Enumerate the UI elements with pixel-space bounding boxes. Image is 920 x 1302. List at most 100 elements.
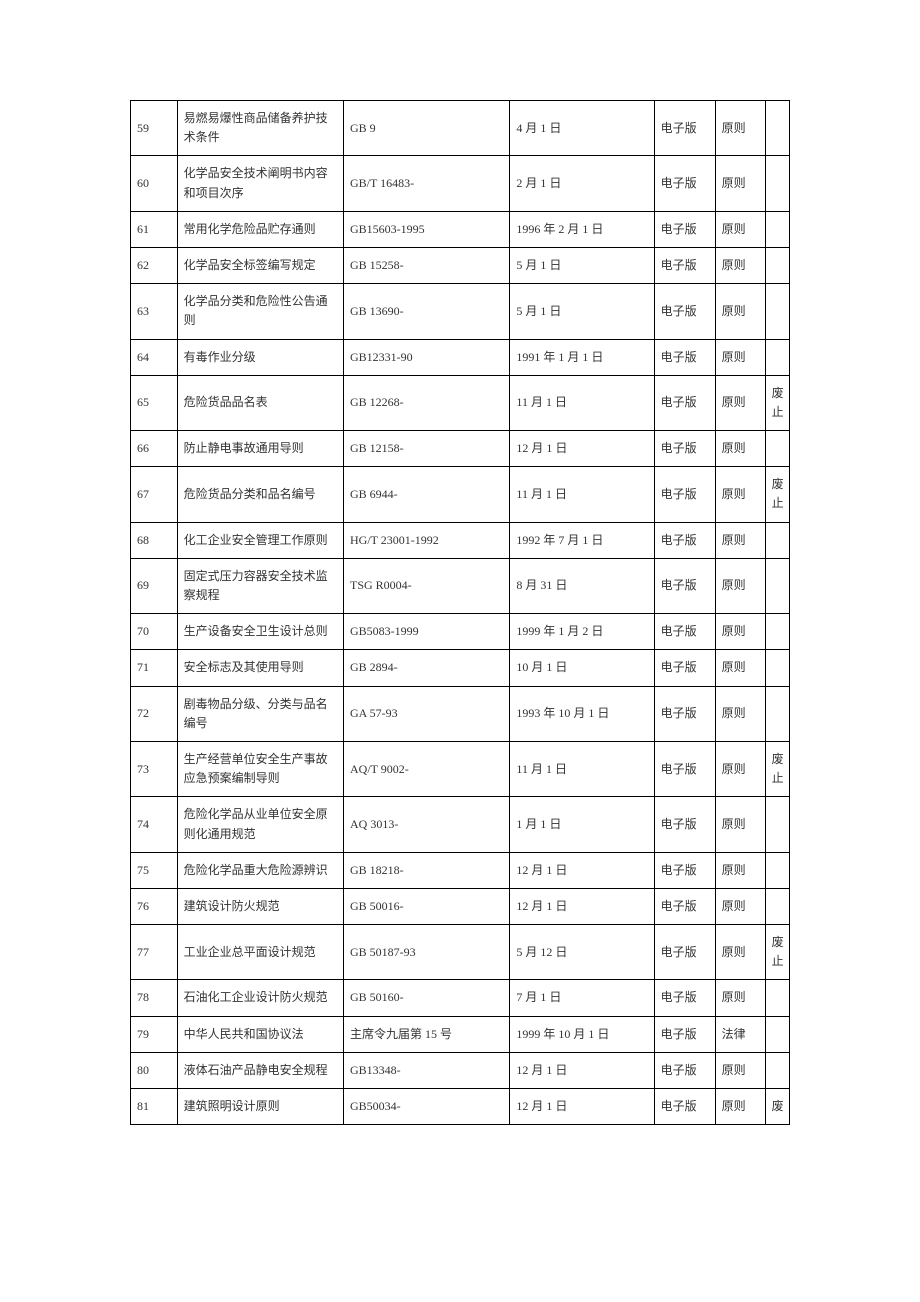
cell-status xyxy=(765,888,789,924)
cell-name: 建筑设计防火规范 xyxy=(177,888,343,924)
cell-status xyxy=(765,156,789,211)
table-row: 65危险货品品名表GB 12268-11 月 1 日电子版原则废止 xyxy=(131,375,790,430)
cell-status: 废止 xyxy=(765,375,789,430)
cell-date: 2 月 1 日 xyxy=(510,156,654,211)
cell-code: GB 50160- xyxy=(344,980,510,1016)
cell-name: 建筑照明设计原则 xyxy=(177,1089,343,1125)
cell-date: 12 月 1 日 xyxy=(510,1052,654,1088)
cell-status xyxy=(765,980,789,1016)
cell-date: 5 月 12 日 xyxy=(510,925,654,980)
cell-num: 65 xyxy=(131,375,178,430)
standards-table: 59易燃易爆性商品储备养护技术条件GB 94 月 1 日电子版原则60化学品安全… xyxy=(130,100,790,1125)
cell-code: AQ 3013- xyxy=(344,797,510,852)
cell-name: 有毒作业分级 xyxy=(177,339,343,375)
cell-type: 原则 xyxy=(715,980,765,1016)
cell-num: 80 xyxy=(131,1052,178,1088)
cell-num: 66 xyxy=(131,431,178,467)
cell-format: 电子版 xyxy=(654,888,715,924)
cell-num: 79 xyxy=(131,1016,178,1052)
cell-code: GA 57-93 xyxy=(344,686,510,741)
table-row: 66防止静电事故通用导则GB 12158-12 月 1 日电子版原则 xyxy=(131,431,790,467)
table-row: 71安全标志及其使用导则GB 2894-10 月 1 日电子版原则 xyxy=(131,650,790,686)
cell-name: 危险化学品重大危险源辨识 xyxy=(177,852,343,888)
table-row: 77工业企业总平面设计规范GB 50187-935 月 12 日电子版原则废止 xyxy=(131,925,790,980)
cell-date: 12 月 1 日 xyxy=(510,431,654,467)
cell-num: 76 xyxy=(131,888,178,924)
cell-name: 石油化工企业设计防火规范 xyxy=(177,980,343,1016)
cell-name: 固定式压力容器安全技术监察规程 xyxy=(177,558,343,613)
cell-format: 电子版 xyxy=(654,375,715,430)
cell-code: GB50034- xyxy=(344,1089,510,1125)
cell-format: 电子版 xyxy=(654,558,715,613)
cell-name: 工业企业总平面设计规范 xyxy=(177,925,343,980)
cell-status xyxy=(765,522,789,558)
cell-type: 原则 xyxy=(715,1089,765,1125)
cell-code: GB 18218- xyxy=(344,852,510,888)
cell-type: 原则 xyxy=(715,741,765,796)
cell-format: 电子版 xyxy=(654,101,715,156)
cell-num: 73 xyxy=(131,741,178,796)
cell-num: 61 xyxy=(131,211,178,247)
cell-date: 11 月 1 日 xyxy=(510,467,654,522)
cell-date: 4 月 1 日 xyxy=(510,101,654,156)
cell-code: GB12331-90 xyxy=(344,339,510,375)
cell-date: 1992 年 7 月 1 日 xyxy=(510,522,654,558)
cell-format: 电子版 xyxy=(654,1052,715,1088)
cell-date: 1999 年 1 月 2 日 xyxy=(510,614,654,650)
cell-status xyxy=(765,650,789,686)
cell-code: GB 12158- xyxy=(344,431,510,467)
cell-format: 电子版 xyxy=(654,339,715,375)
table-row: 61常用化学危险品贮存通则GB15603-19951996 年 2 月 1 日电… xyxy=(131,211,790,247)
cell-status xyxy=(765,211,789,247)
cell-status xyxy=(765,797,789,852)
cell-code: 主席令九届第 15 号 xyxy=(344,1016,510,1052)
cell-format: 电子版 xyxy=(654,211,715,247)
table-row: 60化学品安全技术阐明书内容和项目次序GB/T 16483-2 月 1 日电子版… xyxy=(131,156,790,211)
cell-type: 原则 xyxy=(715,211,765,247)
cell-name: 化学品安全技术阐明书内容和项目次序 xyxy=(177,156,343,211)
cell-status xyxy=(765,852,789,888)
cell-name: 化学品分类和危险性公告通则 xyxy=(177,284,343,339)
cell-code: GB 13690- xyxy=(344,284,510,339)
cell-status xyxy=(765,1052,789,1088)
cell-date: 7 月 1 日 xyxy=(510,980,654,1016)
cell-date: 11 月 1 日 xyxy=(510,375,654,430)
cell-name: 剧毒物品分级、分类与品名编号 xyxy=(177,686,343,741)
cell-type: 原则 xyxy=(715,101,765,156)
cell-code: GB/T 16483- xyxy=(344,156,510,211)
cell-num: 63 xyxy=(131,284,178,339)
table-row: 63化学品分类和危险性公告通则GB 13690-5 月 1 日电子版原则 xyxy=(131,284,790,339)
cell-code: GB5083-1999 xyxy=(344,614,510,650)
table-row: 69固定式压力容器安全技术监察规程TSG R0004-8 月 31 日电子版原则 xyxy=(131,558,790,613)
cell-date: 12 月 1 日 xyxy=(510,1089,654,1125)
cell-code: GB 15258- xyxy=(344,247,510,283)
cell-status: 废止 xyxy=(765,467,789,522)
cell-date: 1 月 1 日 xyxy=(510,797,654,852)
table-row: 72剧毒物品分级、分类与品名编号GA 57-931993 年 10 月 1 日电… xyxy=(131,686,790,741)
cell-status xyxy=(765,431,789,467)
cell-status xyxy=(765,339,789,375)
cell-name: 危险货品品名表 xyxy=(177,375,343,430)
cell-date: 10 月 1 日 xyxy=(510,650,654,686)
cell-num: 81 xyxy=(131,1089,178,1125)
cell-num: 68 xyxy=(131,522,178,558)
cell-name: 液体石油产品静电安全规程 xyxy=(177,1052,343,1088)
table-row: 73生产经营单位安全生产事故应急预案编制导则AQ/T 9002-11 月 1 日… xyxy=(131,741,790,796)
cell-type: 原则 xyxy=(715,247,765,283)
cell-num: 70 xyxy=(131,614,178,650)
cell-type: 原则 xyxy=(715,1052,765,1088)
cell-date: 5 月 1 日 xyxy=(510,284,654,339)
cell-format: 电子版 xyxy=(654,284,715,339)
cell-code: AQ/T 9002- xyxy=(344,741,510,796)
cell-format: 电子版 xyxy=(654,741,715,796)
cell-date: 1993 年 10 月 1 日 xyxy=(510,686,654,741)
table-row: 67危险货品分类和品名编号GB 6944-11 月 1 日电子版原则废止 xyxy=(131,467,790,522)
cell-status xyxy=(765,101,789,156)
cell-format: 电子版 xyxy=(654,247,715,283)
cell-code: GB 50016- xyxy=(344,888,510,924)
cell-type: 原则 xyxy=(715,558,765,613)
cell-code: TSG R0004- xyxy=(344,558,510,613)
cell-num: 75 xyxy=(131,852,178,888)
cell-status xyxy=(765,1016,789,1052)
cell-name: 常用化学危险品贮存通则 xyxy=(177,211,343,247)
